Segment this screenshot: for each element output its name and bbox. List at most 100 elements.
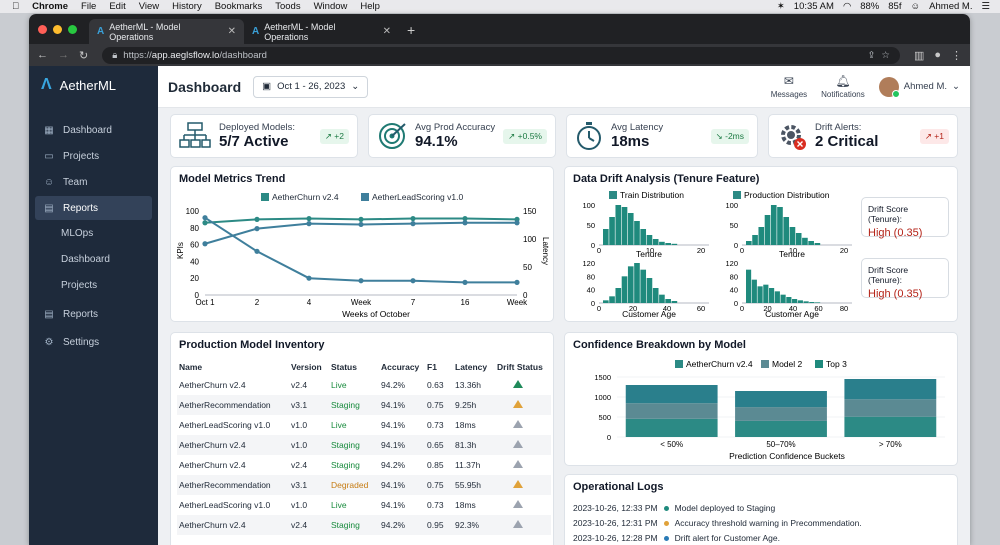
table-cell: 94.1% — [381, 420, 406, 430]
messages-button[interactable]: ✉ Messages — [771, 74, 807, 99]
menu-edit[interactable]: Edit — [102, 1, 125, 12]
histogram-bar — [603, 300, 609, 303]
table-row[interactable]: AetherChurn v2.4 v2.4 Staging 94.2% 0.95 92.3… — [177, 515, 551, 535]
wifi-icon[interactable]: ◠ — [842, 1, 852, 12]
share-icon[interactable]: ⇪ — [867, 49, 876, 61]
sidebar-subitem-mlops[interactable]: MLOps — [35, 222, 152, 244]
table-row[interactable]: AetherChurn v2.4 v2.4 Staging 94.2% 0.85 11.3… — [177, 455, 551, 475]
column-header[interactable]: Name — [179, 362, 203, 372]
sidebar-item-projects[interactable]: ▭ Projects — [35, 144, 152, 168]
column-header[interactable]: Accuracy — [381, 362, 420, 372]
brand[interactable]: Λ AetherML — [29, 76, 158, 116]
menu-history[interactable]: History — [165, 1, 202, 12]
column-header[interactable]: Status — [331, 362, 357, 372]
url-path: /dashboard — [219, 49, 267, 61]
close-tab-icon[interactable]: ✕ — [382, 26, 391, 37]
reload-icon[interactable]: ↻ — [79, 49, 89, 62]
sidebar-subitem-projects[interactable]: Projects — [35, 274, 152, 296]
forward-icon[interactable]: → — [58, 49, 69, 61]
data-point — [514, 279, 520, 285]
url-bar[interactable]: 🔒︎ https://app.aeglsflow.lo/dashboard ⇪ … — [102, 46, 900, 64]
table-cell: Staging — [331, 460, 360, 470]
histogram-bar — [802, 237, 808, 245]
back-icon[interactable]: ← — [37, 49, 48, 61]
y2-tick-label: 150 — [523, 207, 537, 216]
menu-help[interactable]: Help — [353, 1, 380, 12]
y-tick-label: 80 — [587, 272, 595, 281]
menu-view[interactable]: View — [131, 1, 159, 12]
sidebar-item-team[interactable]: ☺ Team — [35, 170, 152, 194]
log-text: Accuracy threshold warning in Precommend… — [674, 518, 862, 528]
bookmark-star-icon[interactable]: ☆ — [881, 49, 890, 61]
kpi-deployed-models[interactable]: Deployed Models: 5/7 Active ↗ +2 — [170, 114, 358, 158]
log-entry[interactable]: 2023-10-26, 12:28 PM Drift alert for Cust… — [573, 531, 862, 545]
table-cell: Staging — [331, 435, 381, 455]
sidebar-item-reports-2[interactable]: ▤ Reports — [35, 302, 152, 326]
battery-percent[interactable]: 88% — [860, 1, 880, 12]
menubar-time[interactable]: 10:35 AM — [793, 1, 834, 12]
menu-bookmarks[interactable]: Bookmarks — [207, 1, 263, 12]
x-tick-label: 0 — [740, 304, 744, 313]
kpi-avg-latency[interactable]: Avg Latency 18ms ↘ -2ms — [566, 114, 758, 158]
table-row[interactable]: AetherLeadScoring v1.0 v1.0 Live 94.1% 0.73 1… — [177, 495, 551, 515]
column-header[interactable]: Drift Status — [497, 362, 543, 372]
sidebar-item-reports[interactable]: ▤ Reports — [35, 196, 152, 220]
app-menu[interactable]: Chrome — [25, 1, 68, 12]
browser-tab[interactable]: A AetherML - Model Operations ✕ — [244, 19, 399, 44]
stacked-bar-segment — [844, 399, 937, 417]
sidepanel-icon[interactable]: ▥ — [913, 49, 925, 62]
profile-icon[interactable]: ● — [934, 49, 941, 61]
kpi-drift-alerts[interactable]: Drift Alerts: 2 Critical ↗ +1 — [768, 114, 958, 158]
table-row[interactable]: AetherRecommendation v3.1 Degraded 94.1% 0.7… — [177, 475, 551, 495]
browser-tab-active[interactable]: A AetherML - Model Operations ✕ — [89, 19, 244, 44]
sidebar-item-settings[interactable]: ⚙ Settings — [35, 330, 152, 354]
bluetooth-icon[interactable]: ✶ — [776, 1, 785, 12]
menu-file[interactable]: File — [73, 1, 96, 12]
table-row[interactable]: AetherLeadScoring v1.0 v1.0 Live 94.1% 0.73 1… — [177, 415, 551, 435]
zoom-window-button[interactable] — [68, 25, 77, 34]
log-entry[interactable]: 2023-10-26, 12:33 PM Model deployed to St… — [573, 501, 862, 516]
drift-status-cell — [497, 495, 551, 515]
log-entry[interactable]: 2023-10-26, 12:31 PM Accuracy threshold w… — [573, 516, 862, 531]
menu-window[interactable]: Window — [306, 1, 348, 12]
histogram-bar — [792, 299, 798, 303]
log-status-dot — [663, 521, 669, 526]
date-range-picker[interactable]: ▣ Oct 1 - 26, 2023 ⌄ — [253, 75, 369, 98]
table-row[interactable]: AetherChurn v2.4 v1.0 Staging 94.1% 0.65 81.3… — [177, 435, 551, 455]
user-menu[interactable]: Ahmed M. ⌄ — [878, 76, 960, 98]
tab-title: AetherML - Model Operations — [109, 21, 181, 42]
minimize-window-button[interactable] — [53, 25, 62, 34]
column-header[interactable]: Latency — [455, 362, 488, 372]
notifications-button[interactable]: 🔔︎ Notifications — [821, 74, 865, 99]
table-cell: 94.1% — [381, 475, 427, 495]
menubar-user[interactable]: Ahmed M. — [929, 1, 973, 12]
x-tick-label: 80 — [840, 304, 848, 313]
histogram-bar — [774, 291, 780, 303]
drift-status-icon — [513, 380, 523, 388]
table-row[interactable]: AetherRecommendation v3.1 Staging 94.1% 0.75… — [177, 395, 551, 415]
table-cell: v2.4 — [291, 515, 331, 535]
kpi-avg-accuracy[interactable]: Avg Prod Accuracy 94.1% ↗ +0.5% — [368, 114, 556, 158]
data-point — [514, 220, 520, 226]
stopwatch-icon — [577, 122, 601, 150]
sidebar-item-dashboard[interactable]: ▦ Dashboard — [35, 118, 152, 142]
menu-tools[interactable]: Toods — [268, 1, 300, 12]
log-list: 2023-10-26, 12:33 PM Model deployed to St… — [573, 501, 862, 545]
legend-label: Production Distribution — [744, 190, 830, 200]
close-tab-icon[interactable]: ✕ — [227, 26, 236, 37]
apple-icon[interactable]:  — [12, 1, 19, 12]
table-cell: Live — [331, 500, 347, 510]
sidebar-subitem-dashboard[interactable]: Dashboard — [35, 248, 152, 270]
menu-list-icon[interactable]: ☰ — [981, 1, 990, 12]
address-toolbar: ← → ↻ 🔒︎ https://app.aeglsflow.lo/dashbo… — [29, 44, 970, 66]
app-root: Λ AetherML ▦ Dashboard ▭ Projects ☺ Team ▤ R… — [29, 66, 970, 545]
close-window-button[interactable] — [38, 25, 47, 34]
kebab-menu-icon[interactable]: ⋮ — [951, 49, 962, 62]
x-tick-label: 40 — [789, 304, 797, 313]
column-header[interactable]: Version — [291, 362, 322, 372]
user-icon[interactable]: ☺ — [910, 1, 921, 12]
new-tab-button[interactable]: + — [407, 22, 416, 38]
kpi-title: Deployed Models: — [219, 122, 296, 133]
table-row[interactable]: AetherChurn v2.4 v2.4 Live 94.2% 0.63 13.36h — [177, 375, 551, 395]
column-header[interactable]: F1 — [427, 362, 437, 372]
